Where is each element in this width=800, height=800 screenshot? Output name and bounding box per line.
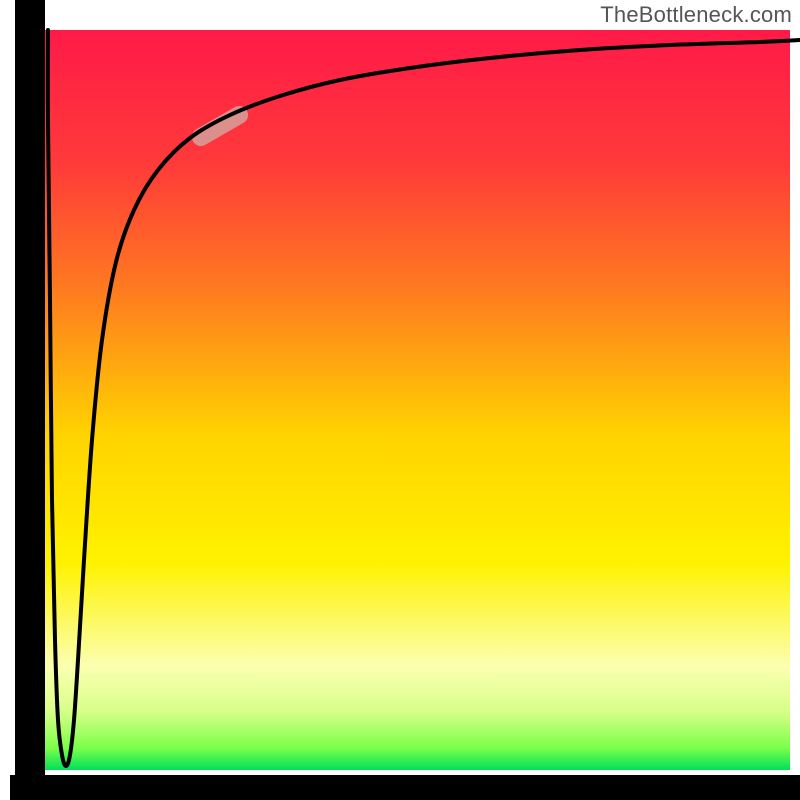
bottleneck-chart: TheBottleneck.com [0,0,800,800]
watermark-text: TheBottleneck.com [600,2,792,28]
plot-background [30,30,790,770]
chart-svg [0,0,800,800]
